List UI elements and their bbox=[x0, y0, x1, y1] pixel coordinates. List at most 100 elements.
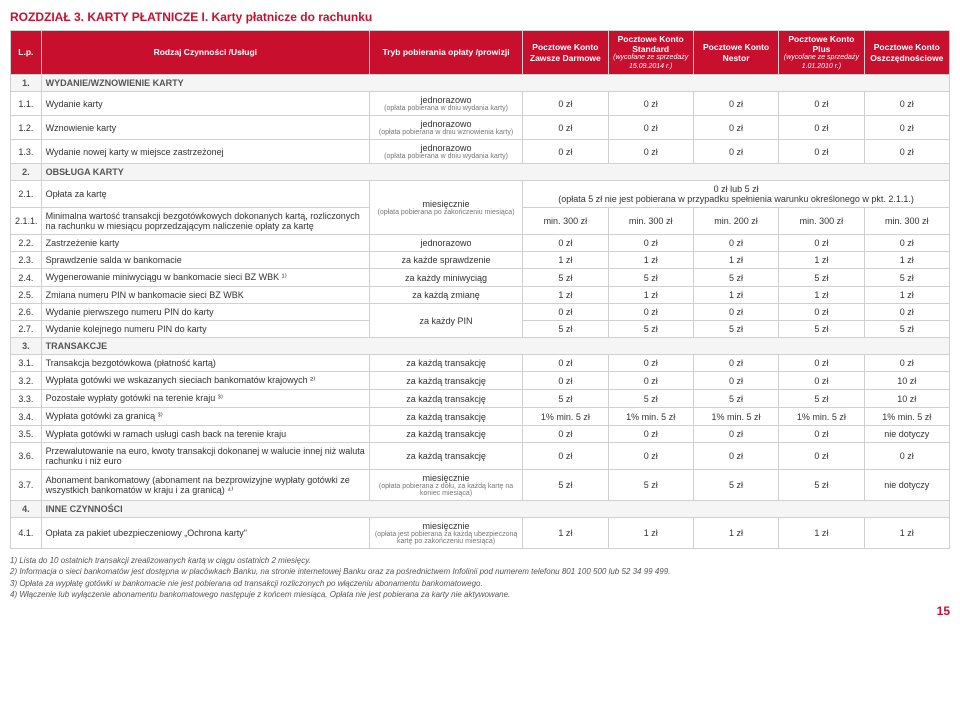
value-cell: 1% min. 5 zł bbox=[608, 408, 693, 426]
col-lp: L.p. bbox=[11, 31, 42, 75]
value-cell: 5 zł bbox=[608, 390, 693, 408]
value-cell: 0 zł bbox=[779, 116, 864, 140]
col-tryb: Tryb pobierania opłaty /prowizji bbox=[369, 31, 522, 75]
section-row: 4. INNE CZYNNOŚCI bbox=[11, 501, 950, 518]
value-cell: 0 zł bbox=[608, 92, 693, 116]
value-cell: 0 zł bbox=[693, 235, 778, 252]
row-desc: Zastrzeżenie karty bbox=[41, 235, 369, 252]
value-cell: min. 200 zł bbox=[693, 208, 778, 235]
value-cell: 1% min. 5 zł bbox=[779, 408, 864, 426]
row-desc: Wydanie nowej karty w miejsce zastrzeżon… bbox=[41, 140, 369, 164]
row-lp: 3.1. bbox=[11, 355, 42, 372]
value-cell: 0 zł bbox=[864, 235, 949, 252]
col-c5: Pocztowe Konto Oszczędnościowe bbox=[864, 31, 949, 75]
value-cell: nie dotyczy bbox=[864, 426, 949, 443]
tryb-cell: za każdą transakcję bbox=[369, 355, 522, 372]
tryb-cell: miesięcznie(opłata jest pobierana za każ… bbox=[369, 518, 522, 549]
row-desc: Minimalna wartość transakcji bezgotówkow… bbox=[41, 208, 369, 235]
section-lp: 3. bbox=[11, 338, 42, 355]
table-row: 3.3. Pozostałe wypłaty gotówki na tereni… bbox=[11, 390, 950, 408]
row-lp: 3.2. bbox=[11, 372, 42, 390]
row-desc: Opłata za pakiet ubezpieczeniowy „Ochron… bbox=[41, 518, 369, 549]
value-cell: min. 300 zł bbox=[608, 208, 693, 235]
section-lp: 1. bbox=[11, 75, 42, 92]
value-cell: 0 zł bbox=[693, 116, 778, 140]
value-cell: 1 zł bbox=[523, 287, 608, 304]
tryb-cell: za każdą transakcję bbox=[369, 408, 522, 426]
value-cell: 1 zł bbox=[779, 252, 864, 269]
table-row: 2.6. Wydanie pierwszego numeru PIN do ka… bbox=[11, 304, 950, 321]
value-cell: 1% min. 5 zł bbox=[693, 408, 778, 426]
value-cell: 1 zł bbox=[608, 287, 693, 304]
value-cell: 5 zł bbox=[864, 321, 949, 338]
value-cell: 0 zł bbox=[608, 426, 693, 443]
row-lp: 2.1. bbox=[11, 181, 42, 208]
table-row: 3.4. Wypłata gotówki za granicą ³⁾ za ka… bbox=[11, 408, 950, 426]
value-cell: 0 zł bbox=[779, 355, 864, 372]
table-row: 1.1. Wydanie karty jednorazowo(opłata po… bbox=[11, 92, 950, 116]
row-desc: Wznowienie karty bbox=[41, 116, 369, 140]
table-row: 2.1. Opłata za kartę miesięcznie(opłata … bbox=[11, 181, 950, 208]
value-cell: 1 zł bbox=[864, 287, 949, 304]
value-cell: 1 zł bbox=[693, 252, 778, 269]
value-cell: 0 zł bbox=[608, 372, 693, 390]
row-lp: 3.4. bbox=[11, 408, 42, 426]
row-lp: 4.1. bbox=[11, 518, 42, 549]
value-cell: 5 zł bbox=[864, 269, 949, 287]
value-cell: 0 zł bbox=[779, 92, 864, 116]
footnote: 1) Lista do 10 ostatnich transakcji zrea… bbox=[10, 555, 950, 566]
value-cell: 0 zł bbox=[779, 443, 864, 470]
row-lp: 3.7. bbox=[11, 470, 42, 501]
row-desc: Wypłata gotówki we wskazanych sieciach b… bbox=[41, 372, 369, 390]
value-cell: 1 zł bbox=[693, 518, 778, 549]
value-cell: 0 zł bbox=[693, 372, 778, 390]
value-cell: 0 zł bbox=[864, 116, 949, 140]
value-cell: 0 zł bbox=[864, 140, 949, 164]
tryb-cell: miesięcznie(opłata pobierana z dołu, za … bbox=[369, 470, 522, 501]
table-row: 3.7. Abonament bankomatowy (abonament na… bbox=[11, 470, 950, 501]
value-cell: 0 zł bbox=[779, 235, 864, 252]
value-cell: 0 zł bbox=[864, 355, 949, 372]
value-cell: 5 zł bbox=[608, 269, 693, 287]
value-cell: 0 zł bbox=[608, 443, 693, 470]
footnote: 4) Włączenie lub wyłączenie abonamentu b… bbox=[10, 589, 950, 600]
tryb-cell: za każde sprawdzenie bbox=[369, 252, 522, 269]
table-header-row: L.p. Rodzaj Czynności /Usługi Tryb pobie… bbox=[11, 31, 950, 75]
value-cell: 5 zł bbox=[523, 470, 608, 501]
value-cell: 0 zł bbox=[864, 92, 949, 116]
value-cell: 5 zł bbox=[779, 470, 864, 501]
row-desc: Pozostałe wypłaty gotówki na terenie kra… bbox=[41, 390, 369, 408]
value-cell: 0 zł bbox=[779, 140, 864, 164]
value-cell: 1% min. 5 zł bbox=[864, 408, 949, 426]
footnote: 3) Opłata za wypłatę gotówki w bankomaci… bbox=[10, 578, 950, 589]
value-cell: 0 zł bbox=[779, 304, 864, 321]
value-cell: 0 zł bbox=[693, 304, 778, 321]
value-cell: 0 zł bbox=[693, 443, 778, 470]
value-cell: 0 zł bbox=[523, 372, 608, 390]
table-row: 3.6. Przewalutowanie na euro, kwoty tran… bbox=[11, 443, 950, 470]
row-desc: Wydanie pierwszego numeru PIN do karty bbox=[41, 304, 369, 321]
tryb-cell: za każdą transakcję bbox=[369, 372, 522, 390]
table-row: 2.5. Zmiana numeru PIN w bankomacie siec… bbox=[11, 287, 950, 304]
table-row: 4.1. Opłata za pakiet ubezpieczeniowy „O… bbox=[11, 518, 950, 549]
value-cell: min. 300 zł bbox=[779, 208, 864, 235]
table-row: 3.2. Wypłata gotówki we wskazanych sieci… bbox=[11, 372, 950, 390]
value-cell: 0 zł bbox=[608, 355, 693, 372]
value-cell: min. 300 zł bbox=[523, 208, 608, 235]
value-cell: 5 zł bbox=[693, 470, 778, 501]
tryb-cell: za każdy miniwyciąg bbox=[369, 269, 522, 287]
col-c4: Pocztowe Konto Plus(wycofane ze sprzedaż… bbox=[779, 31, 864, 75]
tryb-cell: za każdą transakcję bbox=[369, 443, 522, 470]
value-cell: 0 zł bbox=[523, 235, 608, 252]
row-desc: Wypłata gotówki za granicą ³⁾ bbox=[41, 408, 369, 426]
table-row: 2.4. Wygenerowanie miniwyciągu w bankoma… bbox=[11, 269, 950, 287]
value-cell: 0 zł bbox=[864, 443, 949, 470]
value-cell: 5 zł bbox=[693, 269, 778, 287]
section-row: 2. OBSŁUGA KARTY bbox=[11, 164, 950, 181]
value-cell: 0 zł bbox=[864, 304, 949, 321]
value-cell: 0 zł bbox=[608, 235, 693, 252]
value-cell: 5 zł bbox=[608, 321, 693, 338]
value-cell: 5 zł bbox=[693, 321, 778, 338]
fees-table: L.p. Rodzaj Czynności /Usługi Tryb pobie… bbox=[10, 30, 950, 549]
section-title: WYDANIE/WZNOWIENIE KARTY bbox=[41, 75, 949, 92]
